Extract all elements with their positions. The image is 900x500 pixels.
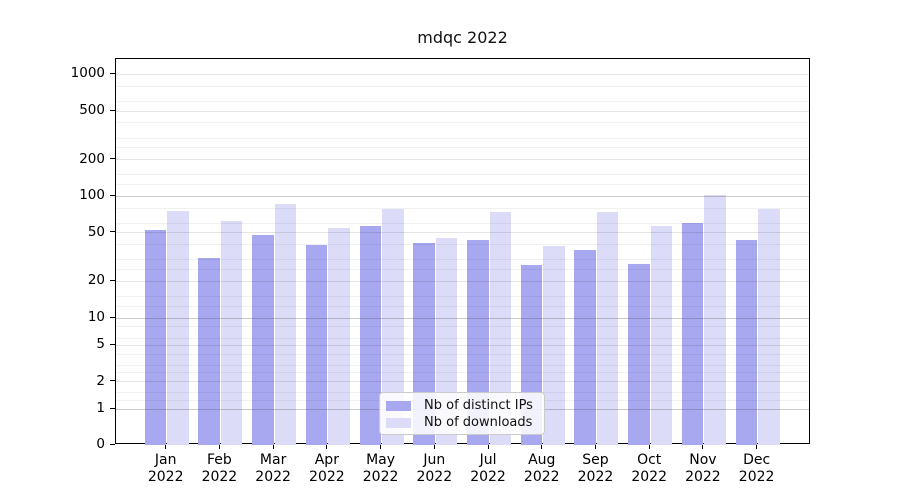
x-tick-label-sep-2022: Sep 2022: [577, 452, 614, 485]
y-tick-label-100: 100: [79, 187, 105, 204]
x-tick-label-jan-2022: Jan 2022: [147, 452, 184, 485]
legend-entry-downloads: Nb of downloads: [386, 415, 535, 430]
y-tick-mark-50: [110, 231, 115, 233]
bar-nov-downloads: [704, 194, 726, 445]
bar-dec-downloads: [758, 208, 780, 445]
y-tick-label-5: 5: [96, 336, 105, 353]
legend: Nb of distinct IPs Nb of downloads: [379, 392, 545, 435]
y-tick-label-20: 20: [87, 272, 105, 289]
x-tick-mark-jun: [433, 444, 435, 449]
legend-label-downloads: Nb of downloads: [424, 415, 533, 430]
bar-oct-distinct-ips: [628, 263, 650, 445]
bar-mar-downloads: [274, 203, 297, 445]
x-tick-mark-oct: [648, 444, 650, 449]
y-tick-label-50: 50: [87, 223, 105, 240]
x-tick-label-nov-2022: Nov 2022: [685, 452, 721, 485]
x-tick-mark-jul: [487, 444, 489, 449]
y-tick-mark-1000: [110, 72, 115, 74]
y-tick-mark-5: [110, 343, 115, 345]
bar-jul-downloads: [489, 212, 512, 445]
legend-swatch-distinct-ips: [386, 400, 411, 411]
x-tick-label-dec-2022: Dec 2022: [738, 452, 775, 485]
legend-entry-distinct-ips: Nb of distinct IPs: [386, 398, 535, 413]
x-tick-mark-sep: [594, 444, 596, 449]
bar-may-distinct-ips: [359, 225, 382, 445]
y-tick-label-1000: 1000: [70, 65, 105, 82]
y-tick-label-2: 2: [96, 372, 105, 389]
bar-apr-distinct-ips: [305, 244, 328, 445]
bar-dec-distinct-ips: [735, 239, 758, 445]
bar-jan-downloads: [167, 210, 189, 445]
x-tick-mark-apr: [326, 444, 328, 449]
y-tick-mark-2: [110, 380, 115, 382]
chart-title: mdqc 2022: [417, 28, 508, 47]
y-tick-mark-500: [110, 109, 115, 111]
x-tick-mark-nov: [702, 444, 704, 449]
y-tick-label-1: 1: [96, 400, 105, 416]
y-tick-label-0: 0: [96, 436, 105, 452]
y-tick-mark-10: [110, 316, 115, 318]
y-tick-mark-1: [110, 407, 115, 409]
bar-feb-downloads: [220, 220, 243, 445]
bar-apr-downloads: [328, 227, 350, 445]
bar-mar-distinct-ips: [252, 235, 274, 445]
bar-nov-distinct-ips: [681, 223, 704, 445]
bar-feb-distinct-ips: [198, 258, 220, 445]
x-tick-mark-aug: [541, 444, 543, 449]
x-tick-label-mar-2022: Mar 2022: [255, 452, 291, 485]
bar-may-downloads: [382, 209, 404, 445]
x-tick-label-may-2022: May 2022: [362, 452, 399, 485]
legend-label-distinct-ips: Nb of distinct IPs: [424, 398, 533, 413]
x-tick-mark-mar: [272, 444, 274, 449]
x-tick-label-feb-2022: Feb 2022: [201, 452, 238, 485]
bar-jan-distinct-ips: [144, 229, 167, 445]
y-tick-label-500: 500: [79, 102, 105, 119]
x-tick-label-oct-2022: Oct 2022: [631, 452, 667, 485]
plot-area: [115, 58, 810, 445]
y-tick-mark-200: [110, 158, 115, 160]
x-tick-mark-jan: [165, 444, 167, 449]
x-tick-label-apr-2022: Apr 2022: [309, 452, 345, 485]
bars-layer: [116, 59, 809, 445]
x-tick-label-aug-2022: Aug 2022: [523, 452, 560, 485]
x-tick-label-jul-2022: Jul 2022: [470, 452, 506, 485]
x-tick-mark-feb: [218, 444, 220, 449]
bar-sep-downloads: [596, 212, 619, 445]
x-tick-mark-dec: [756, 444, 758, 449]
bar-sep-distinct-ips: [574, 250, 596, 445]
y-tick-mark-100: [110, 194, 115, 196]
y-tick-mark-20: [110, 279, 115, 281]
bar-aug-downloads: [543, 246, 565, 445]
legend-swatch-downloads: [386, 417, 411, 428]
x-tick-mark-may: [380, 444, 382, 449]
bar-oct-downloads: [650, 225, 673, 445]
x-tick-label-jun-2022: Jun 2022: [416, 452, 453, 485]
y-tick-mark-0: [110, 443, 115, 445]
y-tick-label-200: 200: [79, 150, 105, 167]
y-tick-label-10: 10: [87, 309, 105, 325]
